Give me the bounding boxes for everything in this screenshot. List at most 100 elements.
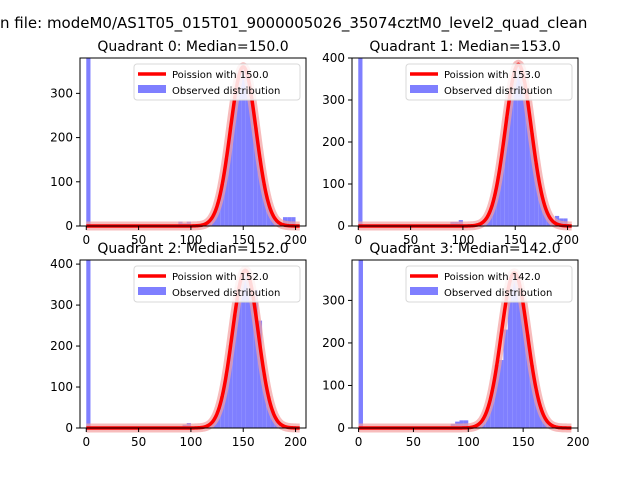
legend-label-observed: Observed distribution (444, 86, 552, 97)
x-tick-label: 150 (504, 233, 527, 247)
histogram-bar (513, 68, 518, 227)
histogram-bar (228, 345, 233, 428)
histogram-bar (516, 281, 521, 428)
histogram-bar (228, 127, 233, 226)
y-tick-label: 200 (322, 135, 345, 149)
legend-label-observed: Observed distribution (172, 86, 280, 97)
figure-suptitle: n file: modeM0/AS1T05_015T01_9000005026_… (0, 14, 587, 33)
histogram-bar (521, 76, 526, 227)
histogram-bar (232, 97, 237, 226)
y-tick-label: 300 (50, 86, 73, 100)
legend-bar-swatch (138, 287, 166, 295)
histogram-bar (262, 373, 267, 428)
legend-label-poisson: Poission with 152.0 (172, 272, 268, 283)
histogram-bar (494, 364, 500, 428)
legend: Poission with 150.0 Observed distribution (133, 63, 301, 101)
histogram-bar (253, 289, 258, 428)
histogram-bar (525, 334, 530, 428)
y-tick-label: 0 (337, 421, 345, 435)
histogram-bar (504, 117, 509, 226)
quadrant-panel-0: 0 50 100 150 200 0 100 200 300 Quadrant 0: Median… (50, 39, 307, 247)
histogram-bar (500, 148, 505, 226)
histogram-bar (507, 281, 513, 428)
histogram-bar (249, 287, 254, 428)
histogram-bar (358, 260, 363, 428)
histogram-bar (241, 272, 246, 428)
x-tick-label: 50 (131, 233, 146, 247)
legend-box (133, 63, 301, 101)
x-tick-label: 100 (457, 435, 480, 449)
histogram-bar (257, 158, 263, 226)
histogram-bar (232, 314, 237, 428)
histogram-bar (358, 58, 363, 226)
histogram-bar (236, 287, 242, 428)
x-tick-label: 100 (179, 435, 202, 449)
y-tick-label: 0 (337, 219, 345, 233)
legend-label-poisson: Poission with 150.0 (172, 70, 268, 81)
y-tick-label: 100 (322, 378, 345, 392)
histogram-bar (249, 97, 254, 226)
histogram-bar (224, 158, 229, 226)
x-tick-label: 150 (232, 233, 255, 247)
legend: Poission with 153.0 Observed distribution (405, 63, 573, 101)
quadrant-panel-1: 0 50 100 150 200 0 100 200 300 400 Quadrant 1: Med… (322, 39, 579, 247)
legend: Poission with 142.0 Observed distribution (405, 265, 573, 303)
quadrant-panel-3: 0 50 100 150 200 0 100 200 300 Quadrant 3: Median… (322, 241, 589, 449)
y-tick-label: 0 (65, 421, 73, 435)
x-tick-label: 50 (403, 233, 418, 247)
y-tick-label: 100 (322, 177, 345, 191)
x-tick-label: 100 (179, 233, 202, 247)
y-tick-label: 300 (322, 293, 345, 307)
panel-title: Quadrant 2: Median=152.0 (97, 241, 288, 257)
axes-frame (79, 259, 307, 429)
legend-bar-swatch (138, 85, 166, 93)
y-tick-label: 300 (322, 93, 345, 107)
x-tick-label: 200 (284, 435, 307, 449)
histogram-bar (245, 75, 250, 226)
y-tick-label: 200 (322, 336, 345, 350)
y-tick-label: 400 (50, 257, 73, 271)
histogram-bar (517, 64, 522, 226)
histogram-bar (496, 176, 501, 226)
axes-frame (351, 259, 579, 429)
axes-frame (79, 57, 307, 227)
histogram-bar (262, 184, 267, 226)
x-tick-label: 0 (82, 435, 90, 449)
y-tick-label: 300 (50, 298, 73, 312)
histogram-bar (220, 184, 225, 226)
histogram-bar (86, 260, 91, 428)
histogram-bar (245, 272, 250, 428)
histogram-bar (529, 132, 535, 226)
legend-box (405, 63, 573, 101)
legend-bar-swatch (410, 85, 438, 93)
x-tick-label: 150 (512, 435, 535, 449)
y-tick-label: 400 (322, 51, 345, 65)
x-tick-label: 50 (406, 435, 421, 449)
legend-box (133, 265, 301, 303)
legend-box (405, 265, 573, 303)
y-tick-label: 100 (50, 175, 73, 189)
histogram-bar (236, 75, 242, 226)
panel-title: Quadrant 1: Median=153.0 (369, 39, 560, 55)
histogram-bar (499, 360, 504, 428)
histogram-bar (490, 390, 495, 428)
legend-bar-swatch (410, 287, 438, 295)
legend-label-observed: Observed distribution (172, 288, 280, 299)
histogram-bar (525, 101, 530, 226)
x-tick-label: 0 (354, 233, 362, 247)
legend-label-observed: Observed distribution (444, 288, 552, 299)
histogram-bar (520, 304, 526, 428)
histogram-bar (86, 58, 91, 226)
x-tick-label: 0 (355, 435, 363, 449)
histogram-bar (253, 127, 258, 226)
y-tick-label: 200 (50, 339, 73, 353)
legend-label-poisson: Poission with 142.0 (444, 272, 540, 283)
histogram-bar (224, 373, 229, 428)
x-tick-label: 200 (567, 435, 590, 449)
histogram-bar (538, 187, 543, 226)
x-tick-label: 200 (284, 233, 307, 247)
histogram-bar (503, 329, 508, 428)
histogram-bar (534, 390, 539, 428)
x-tick-label: 150 (232, 435, 255, 449)
